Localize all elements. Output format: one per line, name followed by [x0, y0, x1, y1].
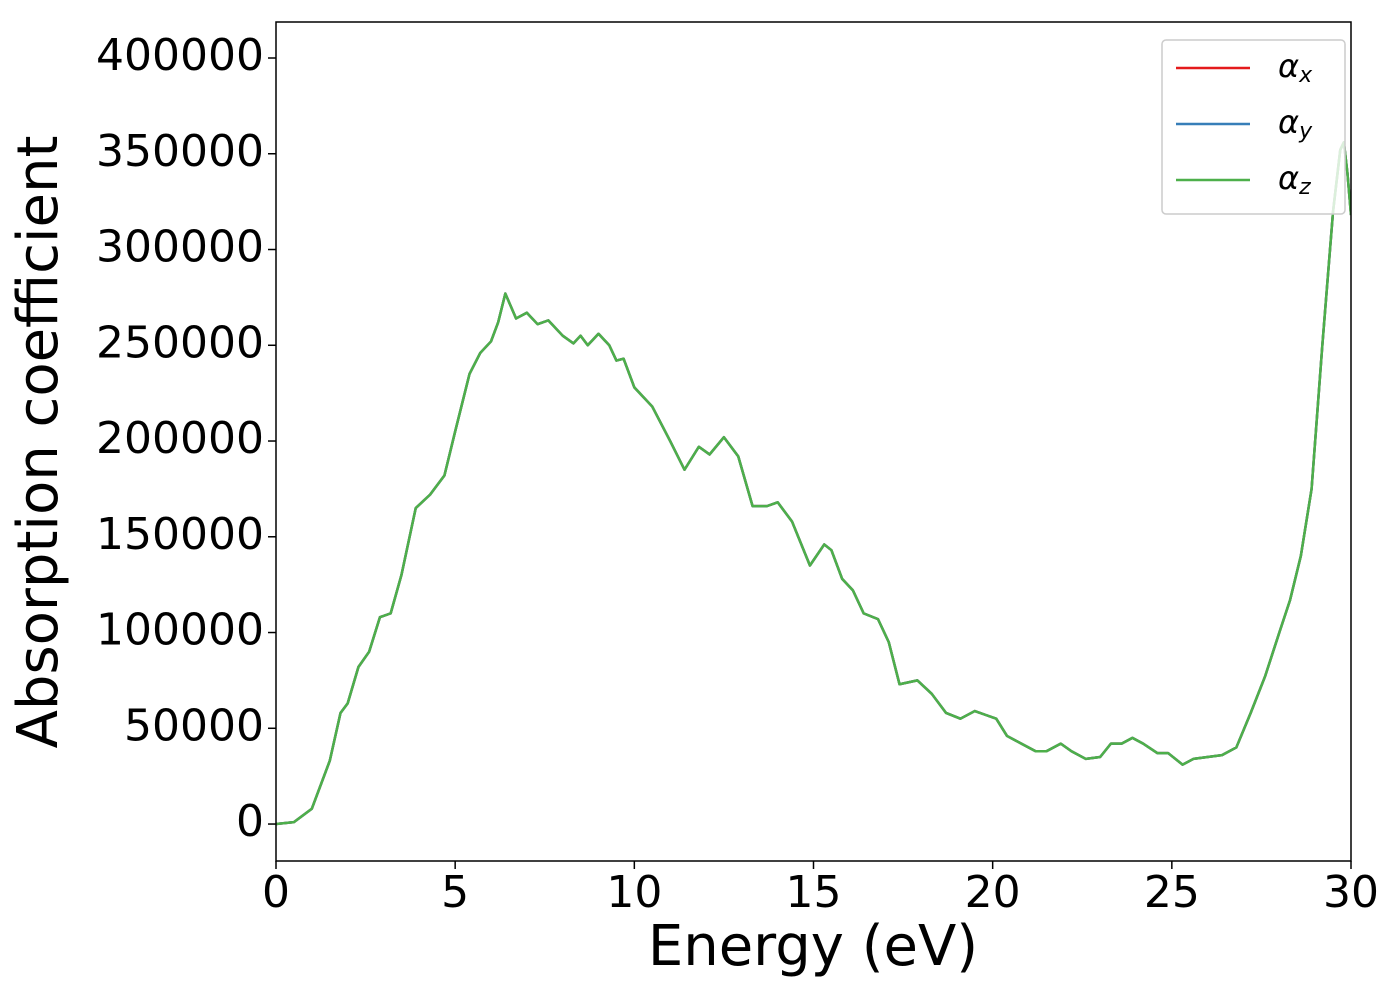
y-tick-label: 300000 [96, 222, 264, 273]
y-tick-label: 100000 [96, 605, 264, 656]
legend-label: αy [1278, 103, 1313, 144]
legend-box [1161, 39, 1346, 215]
y-tick-label: 50000 [124, 700, 264, 751]
x-axis-label: Energy (eV) [648, 914, 978, 979]
y-tick-label: 150000 [96, 509, 264, 560]
plot-frame [275, 21, 1352, 862]
x-tick-label: 15 [786, 867, 842, 918]
y-tick-label: 200000 [96, 413, 264, 464]
y-tick-label: 250000 [96, 317, 264, 368]
x-tick-label: 20 [965, 867, 1021, 918]
legend-label: αz [1278, 159, 1311, 200]
legend-label: αx [1278, 47, 1313, 88]
series-line [276, 141, 1351, 826]
y-tick-label: 400000 [96, 30, 264, 81]
y-tick-label: 0 [236, 796, 264, 847]
x-tick-label: 25 [1144, 867, 1200, 918]
y-axis-label: Absorption coefficient [6, 136, 71, 749]
x-tick-label: 5 [441, 867, 469, 918]
x-tick-label: 10 [606, 867, 662, 918]
x-tick-label: 0 [262, 867, 290, 918]
y-tick-label: 350000 [96, 126, 264, 177]
x-tick-label: 30 [1323, 867, 1379, 918]
